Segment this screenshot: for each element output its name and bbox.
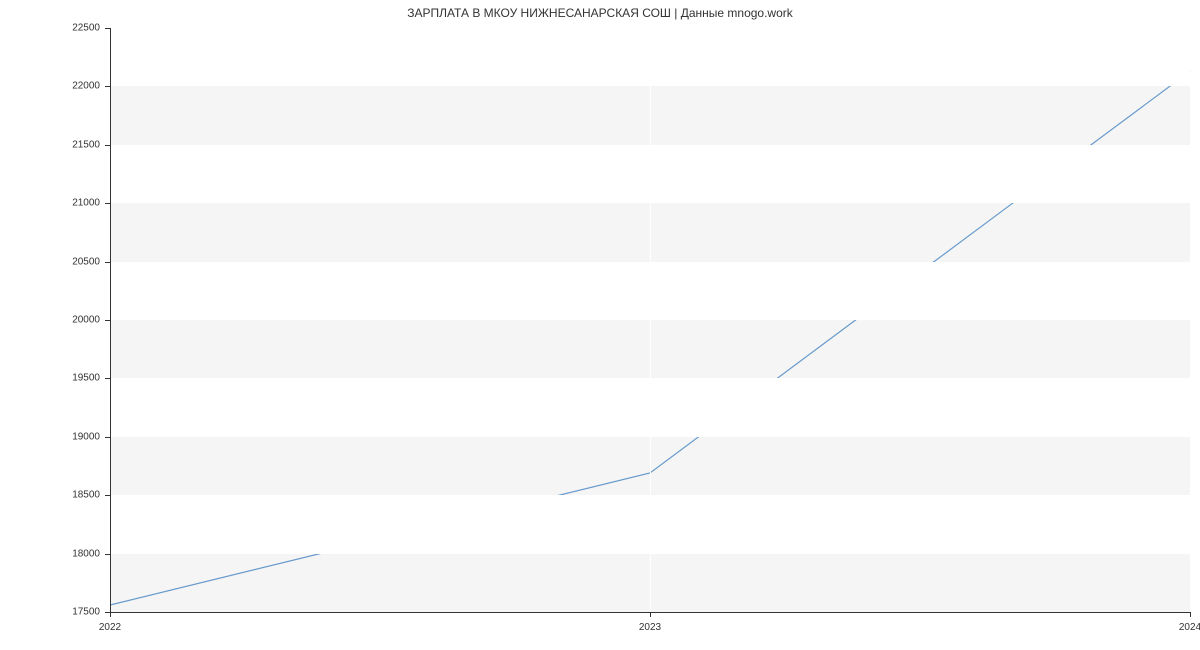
y-tick-mark (105, 86, 110, 87)
y-tick-mark (105, 554, 110, 555)
y-axis (110, 28, 111, 612)
chart-title: ЗАРПЛАТА В МКОУ НИЖНЕСАНАРСКАЯ СОШ | Дан… (0, 6, 1200, 20)
y-tick-mark (105, 203, 110, 204)
y-tick-mark (105, 320, 110, 321)
y-tick-mark (105, 145, 110, 146)
x-tick-mark (1190, 612, 1191, 617)
y-tick-mark (105, 262, 110, 263)
y-tick-label: 19500 (60, 373, 100, 384)
y-tick-label: 20500 (60, 256, 100, 267)
y-tick-label: 21000 (60, 198, 100, 209)
y-tick-label: 22000 (60, 81, 100, 92)
y-tick-label: 17500 (60, 607, 100, 618)
x-tick-mark (110, 612, 111, 617)
x-tick-label: 2023 (639, 622, 661, 633)
y-tick-mark (105, 437, 110, 438)
y-tick-label: 22500 (60, 23, 100, 34)
y-tick-label: 20000 (60, 315, 100, 326)
x-tick-mark (650, 612, 651, 617)
x-tick-label: 2022 (99, 622, 121, 633)
y-tick-label: 18000 (60, 548, 100, 559)
y-tick-mark (105, 28, 110, 29)
y-tick-mark (105, 495, 110, 496)
x-tick-label: 2024 (1179, 622, 1200, 633)
y-tick-label: 18500 (60, 490, 100, 501)
y-tick-label: 19000 (60, 431, 100, 442)
line-chart: ЗАРПЛАТА В МКОУ НИЖНЕСАНАРСКАЯ СОШ | Дан… (0, 0, 1200, 650)
x-gridline (650, 28, 651, 612)
y-tick-mark (105, 378, 110, 379)
plot-area (110, 28, 1190, 612)
y-tick-label: 21500 (60, 139, 100, 150)
